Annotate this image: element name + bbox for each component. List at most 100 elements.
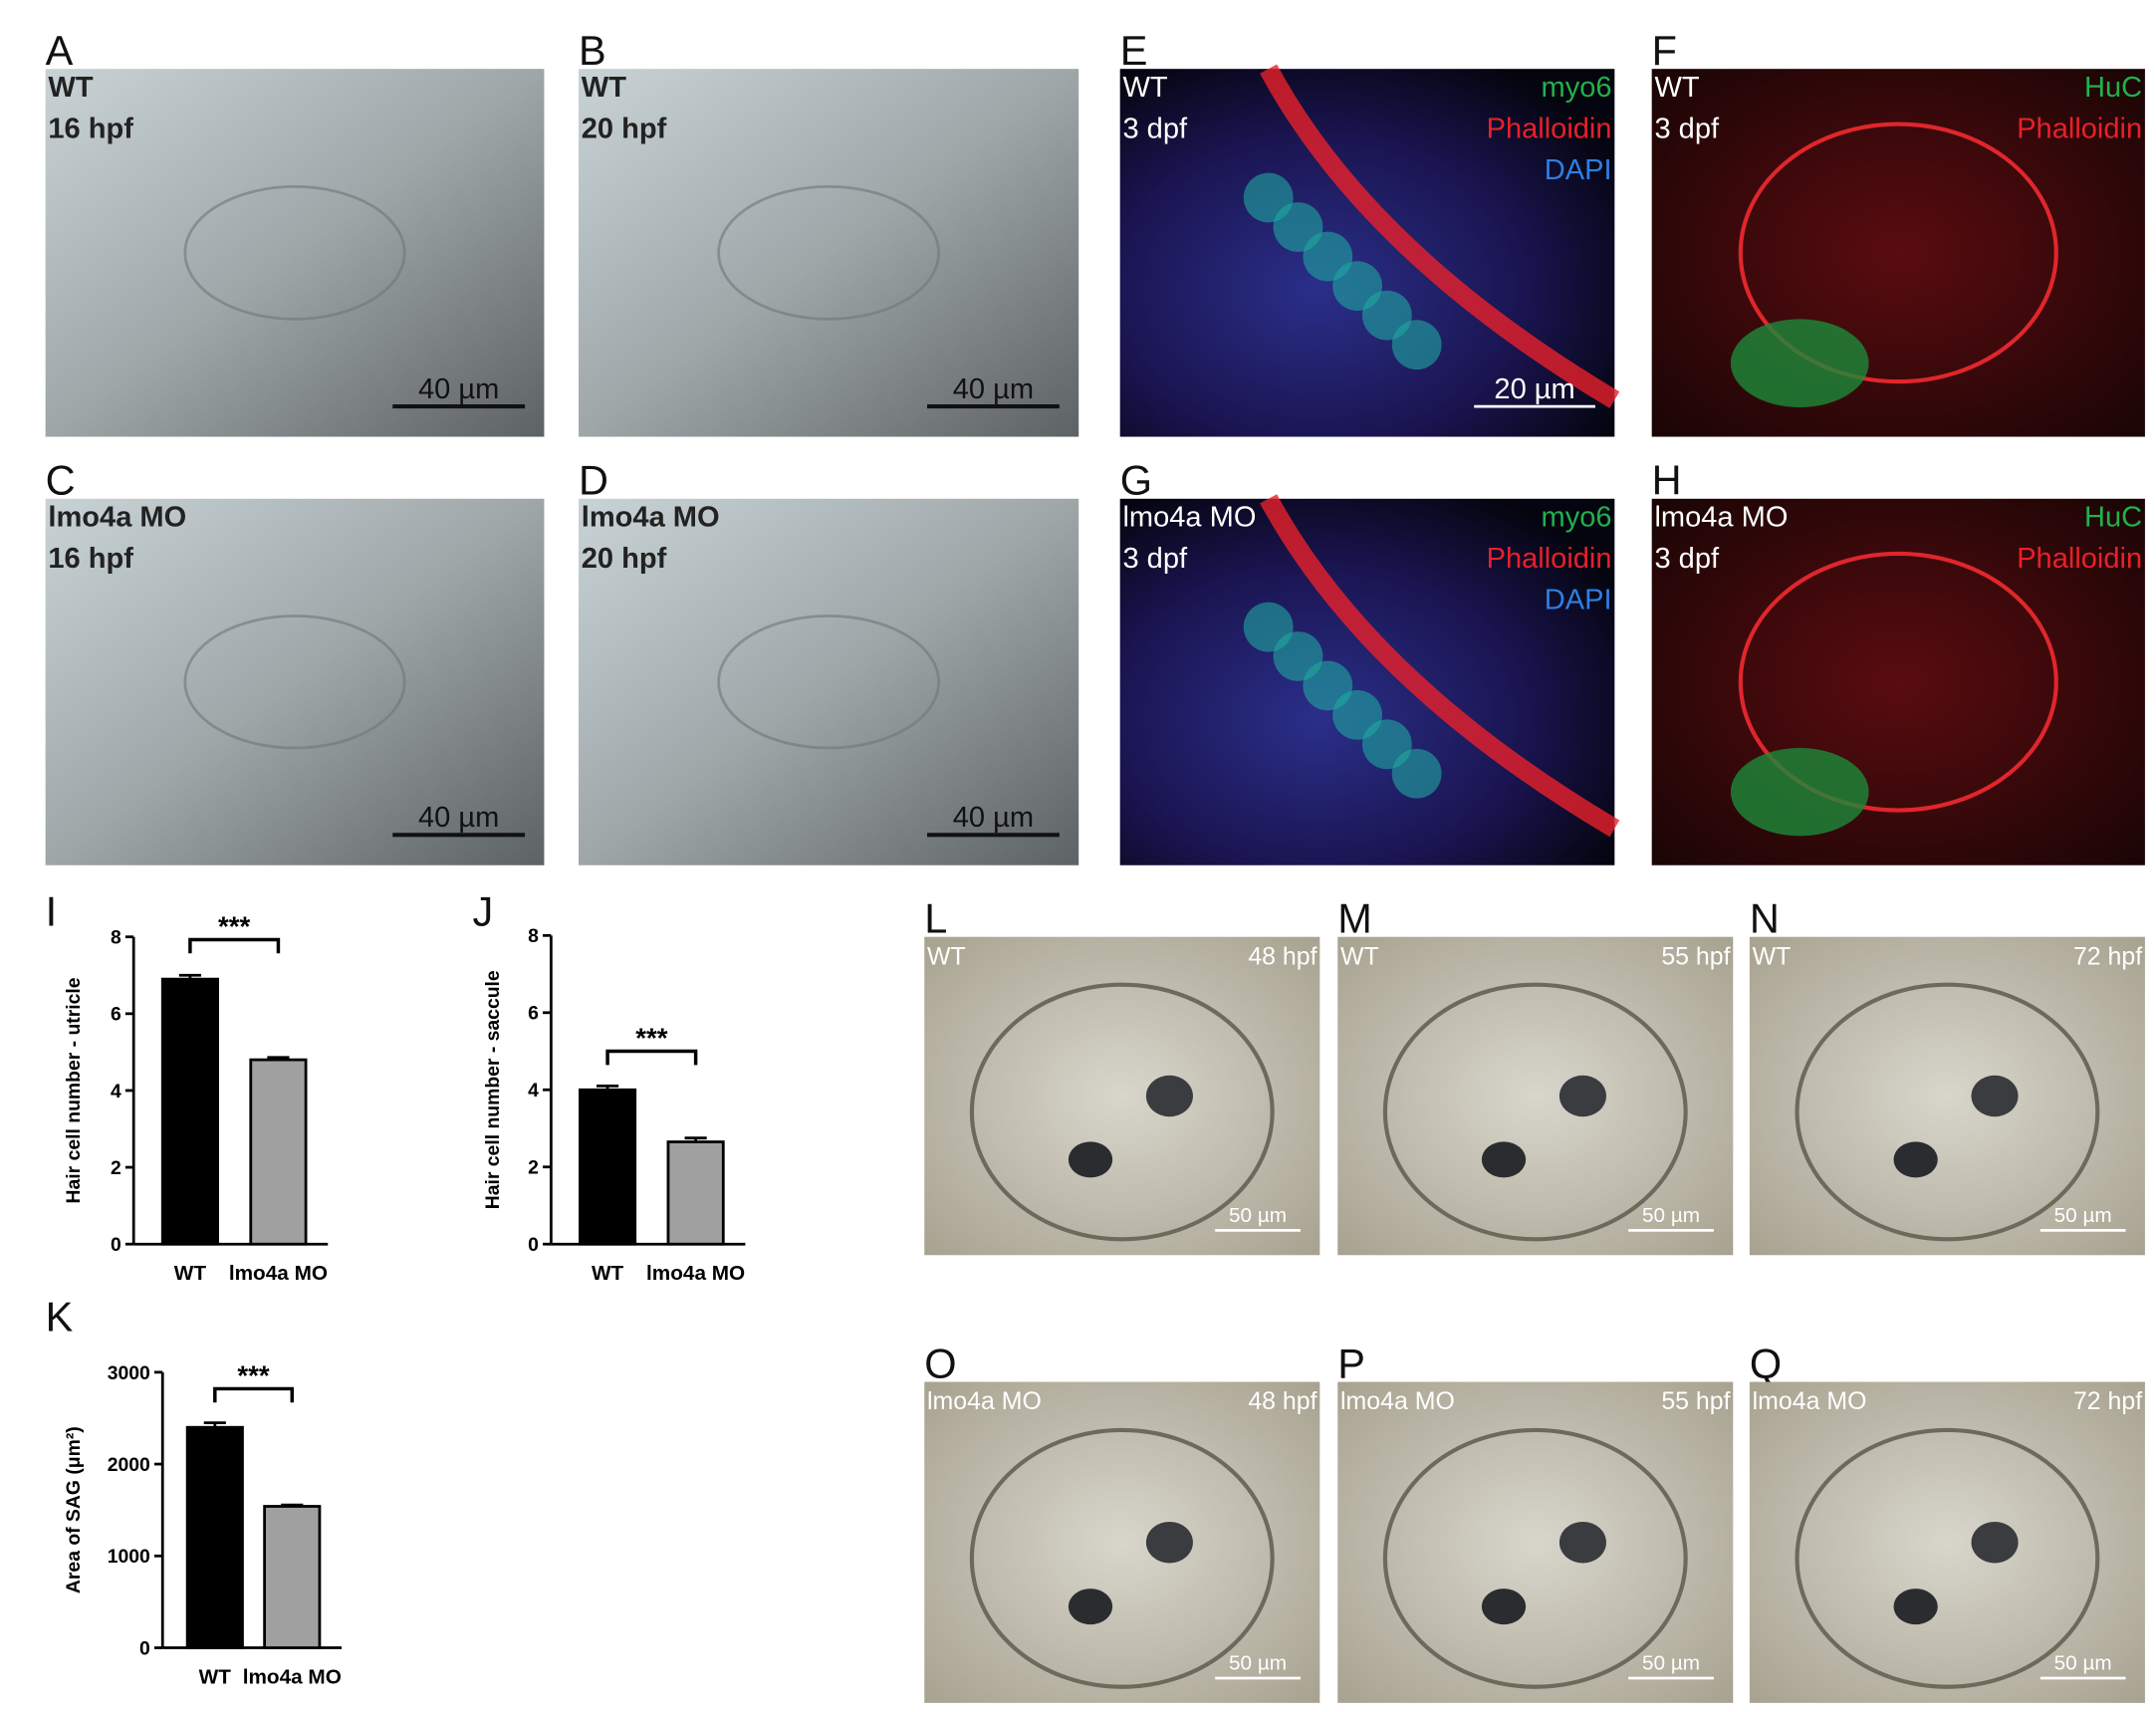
ear <box>1795 1427 2100 1689</box>
otolith <box>1558 1521 1606 1564</box>
scale-label: 50 µm <box>1642 1204 1700 1227</box>
structure <box>183 184 406 321</box>
panel-label: 3 dpf <box>1122 113 1188 144</box>
scale-label: 40 µm <box>953 373 1034 405</box>
ear <box>1795 982 2100 1242</box>
y-tick-label: 0 <box>139 1637 150 1659</box>
panel-letter: E <box>1120 27 1148 74</box>
otolith <box>1145 1075 1193 1117</box>
y-tick-label: 6 <box>111 1004 121 1026</box>
bar <box>185 1425 244 1649</box>
phalloidin <box>1260 494 1620 838</box>
significance: *** <box>237 1359 270 1390</box>
y-axis-label: Area of SAG (μm²) <box>63 1426 85 1593</box>
otic-vesicle <box>1738 122 2058 384</box>
scale-label: 50 µm <box>1229 1204 1287 1227</box>
panel-label: WT <box>927 942 966 970</box>
panel-letter: K <box>46 1293 74 1340</box>
scale-label: 40 µm <box>953 802 1034 834</box>
structure <box>717 614 940 750</box>
cell <box>1391 748 1442 799</box>
panel-label: lmo4a MO <box>1340 1387 1455 1415</box>
bar <box>249 1058 308 1246</box>
ear <box>1382 982 1688 1242</box>
panel-letter: C <box>46 457 76 504</box>
x-tick-label: lmo4a MO <box>229 1262 328 1285</box>
scale-label: 50 µm <box>1229 1652 1287 1675</box>
micrograph <box>1337 1381 1734 1703</box>
micrograph <box>1337 936 1734 1256</box>
panel-letter: L <box>924 895 947 942</box>
panel-label: WT <box>48 72 93 104</box>
micrograph <box>1119 69 1615 437</box>
structure <box>183 614 406 750</box>
otolith <box>1481 1589 1527 1625</box>
channel-label: DAPI <box>1545 584 1612 615</box>
panel-label: WT <box>1340 942 1379 970</box>
significance: *** <box>635 1022 668 1053</box>
y-tick-label: 1000 <box>108 1546 150 1568</box>
scale-label: 50 µm <box>1642 1652 1700 1675</box>
micrograph <box>579 498 1079 865</box>
bar <box>666 1140 725 1246</box>
bar <box>579 1088 637 1246</box>
channel-label: DAPI <box>1545 154 1612 186</box>
panel-label: lmo4a MO <box>1122 501 1256 533</box>
ear <box>969 1427 1275 1689</box>
panel-label: 3 dpf <box>1122 543 1188 575</box>
panel-label: 20 hpf <box>582 543 667 575</box>
otic-vesicle <box>1738 551 2058 813</box>
panel-letter: M <box>1337 895 1372 942</box>
micrograph <box>1749 936 2145 1256</box>
y-tick-label: 2000 <box>108 1454 150 1476</box>
panel-letter: F <box>1652 27 1677 74</box>
channel-label: 72 hpf <box>2073 1387 2142 1415</box>
y-tick-label: 2 <box>111 1157 121 1179</box>
y-axis-label: Hair cell number - saccule <box>482 970 504 1209</box>
bar <box>263 1505 322 1649</box>
panel-label: WT <box>582 72 626 104</box>
ear <box>1382 1427 1688 1689</box>
panel-letter: J <box>473 888 494 935</box>
x-tick-label: lmo4a MO <box>243 1666 342 1689</box>
y-tick-label: 8 <box>111 927 121 949</box>
x-tick-label: WT <box>592 1262 624 1285</box>
micrograph <box>1119 498 1615 865</box>
otolith <box>1893 1141 1938 1178</box>
huc <box>1730 319 1869 407</box>
channel-label: myo6 <box>1542 501 1612 533</box>
otolith <box>1893 1589 1938 1625</box>
micrograph <box>45 498 545 865</box>
panel-label: 20 hpf <box>582 113 667 144</box>
otolith <box>1145 1521 1193 1564</box>
panel-letter: P <box>1337 1340 1365 1386</box>
panel-label: WT <box>1753 942 1792 970</box>
channel-label: Phalloidin <box>1487 543 1612 575</box>
panel-letter: Q <box>1750 1340 1782 1386</box>
y-tick-label: 8 <box>528 925 539 947</box>
panel-label: 3 dpf <box>1654 543 1720 575</box>
channel-label: 72 hpf <box>2073 942 2142 970</box>
significance-bracket <box>188 937 281 954</box>
panel-letter: I <box>46 888 58 935</box>
otolith <box>1558 1075 1606 1117</box>
y-tick-label: 0 <box>111 1234 121 1256</box>
y-axis-label: Hair cell number - utricle <box>63 977 85 1203</box>
scale-label: 50 µm <box>2054 1652 2112 1675</box>
micrograph <box>924 936 1320 1256</box>
panel-letter: O <box>924 1340 956 1386</box>
panel-letter: N <box>1750 895 1780 942</box>
channel-label: 55 hpf <box>1661 1387 1730 1415</box>
panel-letter: H <box>1652 457 1682 504</box>
y-tick-label: 6 <box>528 1003 539 1025</box>
ear <box>969 982 1275 1242</box>
y-tick-label: 3000 <box>108 1362 150 1384</box>
channel-label: 48 hpf <box>1248 1387 1317 1415</box>
structure <box>717 184 940 321</box>
otolith <box>1971 1521 2019 1564</box>
otolith <box>1971 1075 2019 1117</box>
panel-label: 16 hpf <box>48 543 133 575</box>
panel-label: 16 hpf <box>48 113 133 144</box>
channel-label: 48 hpf <box>1248 942 1317 970</box>
x-tick-label: lmo4a MO <box>646 1262 745 1285</box>
